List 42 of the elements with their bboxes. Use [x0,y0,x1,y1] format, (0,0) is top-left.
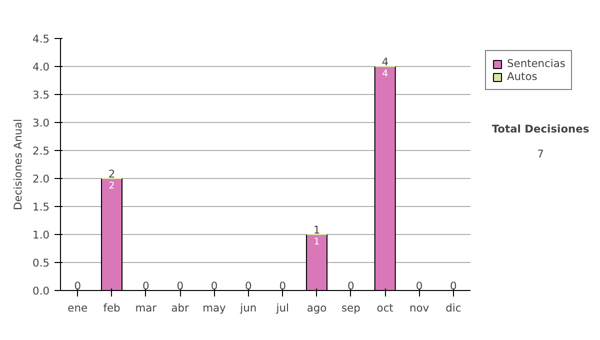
total-label: 0 [176,280,184,292]
total-label: 4 [382,56,389,68]
text: 4.0 [32,60,50,74]
x-tick-label: jun [239,302,257,314]
x-tick-label: abr [171,302,190,314]
text: 1.5 [32,200,50,214]
total-label: 0 [348,280,355,292]
text: 2.5 [32,144,50,158]
legend-label: Autos [507,70,538,83]
total-label: 0 [416,280,423,292]
x-tick-label: ene [68,302,88,314]
text: 3.5 [32,88,50,102]
text: Total Decisiones [492,122,590,136]
total-label: 0 [210,280,218,292]
total-label: 0 [142,280,150,292]
text: 2.0 [32,172,50,186]
data-label: 4 [382,68,388,80]
x-tick-label: mar [135,302,158,314]
total-label: 2 [108,168,116,180]
text: 7 [537,148,544,160]
text: 0.0 [32,284,50,298]
legend-label: Sentencias [507,57,566,70]
text: 1.0 [32,228,50,242]
x-tick-label: oct [376,302,394,314]
x-tick-label: jul [275,302,289,314]
total-label: 1 [313,224,320,236]
y-axis-title: Decisiones Anual [12,118,25,210]
text: 3.0 [32,116,50,130]
x-tick-label: nov [409,302,430,314]
x-tick-label: dic [446,302,462,314]
total-label: 0 [450,280,458,292]
x-tick-label: ago [306,302,327,314]
x-tick-label: feb [103,302,121,314]
total-label: 0 [245,280,252,292]
text: 4.5 [32,32,50,46]
text: 0.5 [32,256,50,270]
x-tick-label: sep [341,302,361,314]
total-label: 0 [279,280,286,292]
x-tick-label: may [202,302,226,314]
data-label: 1 [314,236,320,248]
data-label: 2 [108,180,115,192]
total-label: 0 [74,280,82,292]
